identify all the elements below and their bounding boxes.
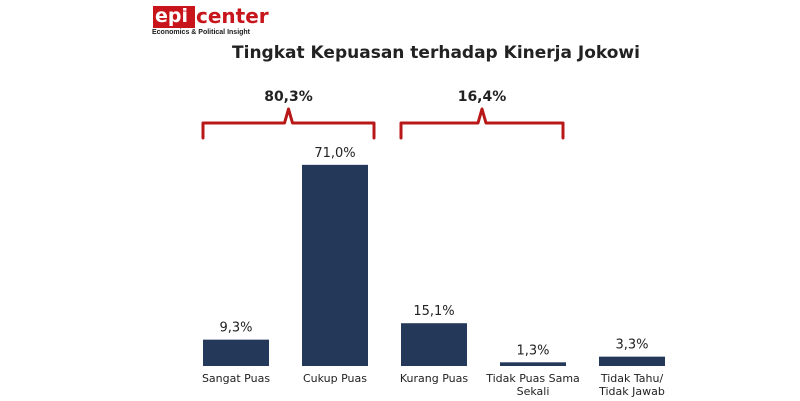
group-bracket-2 — [399, 107, 565, 140]
group-label-1: 80,3% — [264, 89, 313, 105]
category-label-4: Tidak Puas Sama Sekali — [485, 372, 580, 398]
bar-2 — [302, 164, 368, 366]
group-label-2: 16,4% — [458, 89, 507, 105]
epicenter-logo: epi center Economics & Political Insight — [150, 2, 269, 38]
bar-3 — [401, 323, 467, 366]
category-labels-group: Sangat Puas Cukup Puas Kurang Puas Tidak Pu… — [202, 372, 665, 398]
logo-center: center — [196, 4, 269, 28]
value-label-3: 15,1% — [413, 304, 454, 319]
value-label-2: 71,0% — [314, 146, 355, 161]
chart-title: Tingkat Kepuasan terhadap Kinerja Jokowi — [232, 43, 640, 63]
category-label-5: Tidak Tahu/Tidak Jawab — [598, 372, 665, 398]
category-label-1: Sangat Puas — [202, 372, 270, 385]
value-labels-group: 9,3% 71,0% 15,1% 1,3% 3,3% — [219, 146, 648, 358]
bar-4 — [500, 362, 566, 366]
bars-group — [203, 164, 665, 366]
value-label-4: 1,3% — [516, 343, 549, 358]
bar-1 — [203, 339, 269, 366]
group-bracket-1 — [201, 107, 376, 140]
category-label-2: Cukup Puas — [303, 372, 367, 385]
bar-5 — [599, 356, 665, 366]
value-label-5: 3,3% — [615, 338, 648, 353]
logo-epi: epi — [153, 6, 195, 28]
logo-tagline: Economics & Political Insight — [152, 29, 251, 36]
group-brackets: 80,3% 16,4% — [201, 89, 565, 140]
category-label-3: Kurang Puas — [400, 372, 469, 385]
value-label-1: 9,3% — [219, 321, 252, 336]
